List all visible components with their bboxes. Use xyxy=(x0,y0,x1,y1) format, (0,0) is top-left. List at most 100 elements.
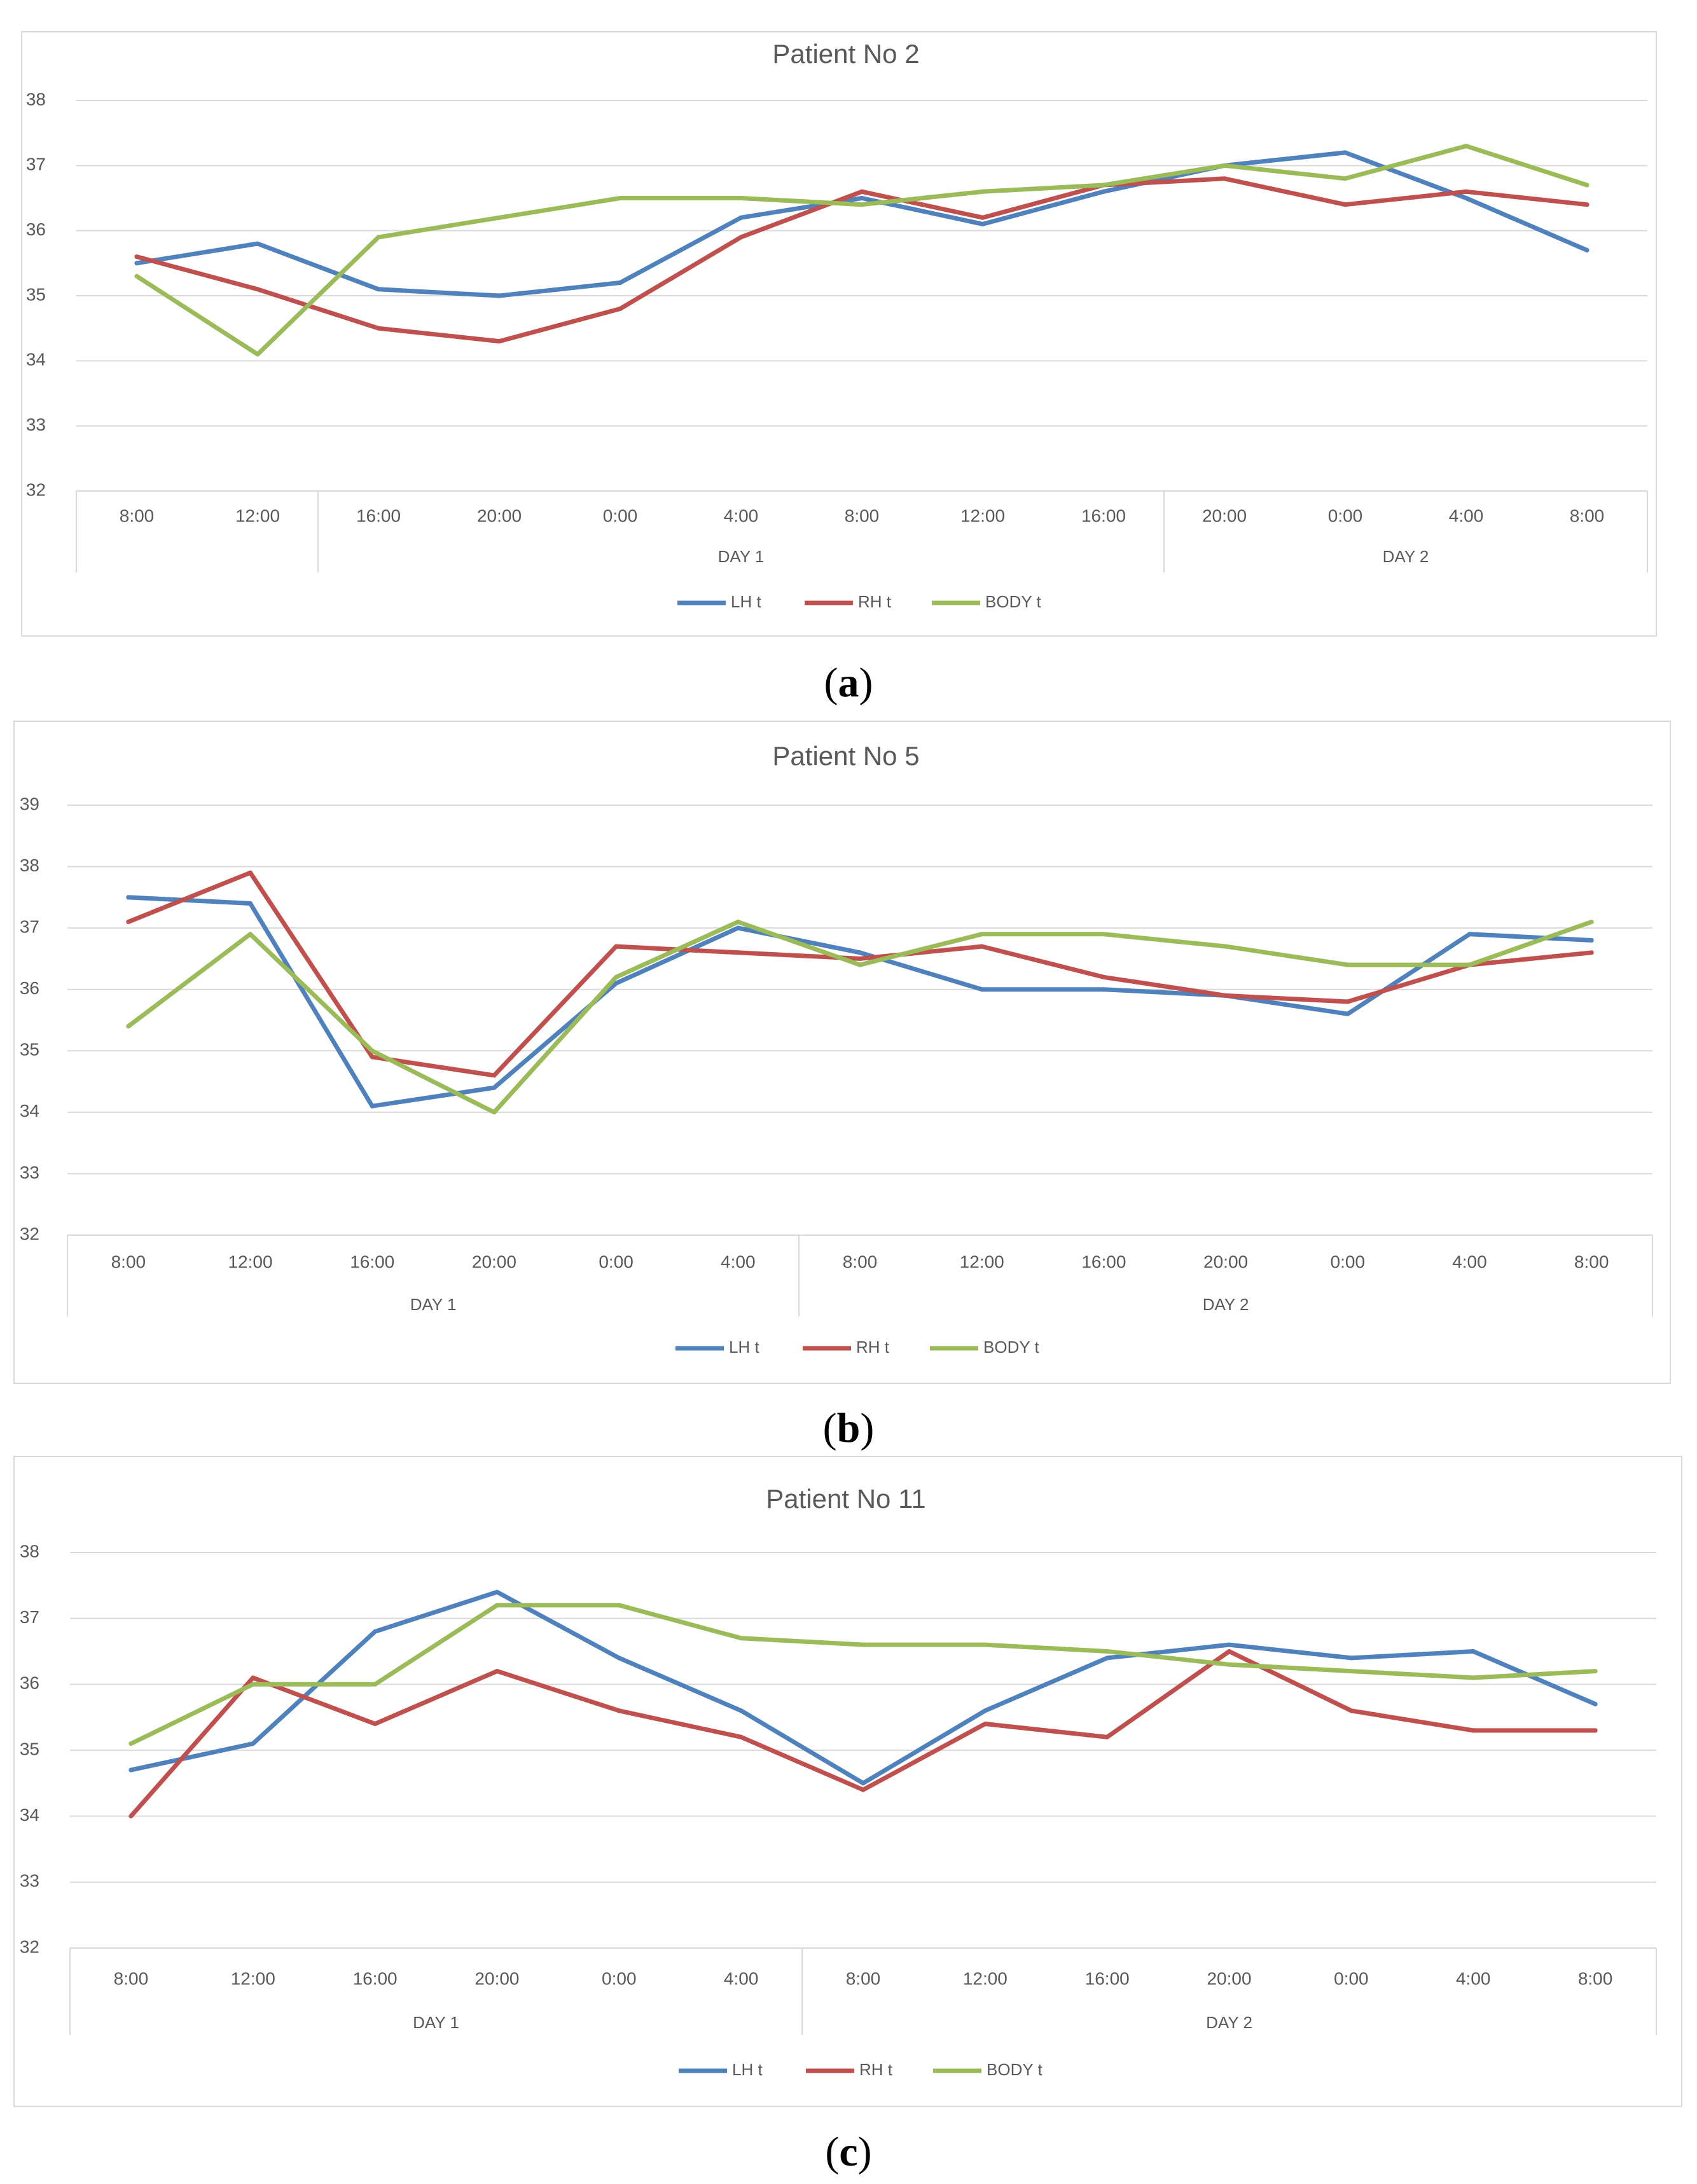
data-point xyxy=(128,1741,134,1746)
y-tick-label: 35 xyxy=(20,1739,39,1759)
data-point xyxy=(1101,189,1106,194)
x-tick-label: 0:00 xyxy=(602,1968,637,1988)
y-tick-label: 32 xyxy=(26,480,46,499)
legend-label: LH t xyxy=(732,2060,763,2079)
data-point xyxy=(251,1682,256,1687)
data-point xyxy=(1223,993,1228,998)
data-point xyxy=(1345,999,1350,1004)
data-point xyxy=(494,1589,499,1594)
data-point xyxy=(370,1103,375,1109)
x-tick-label: 12:00 xyxy=(963,1968,1008,1988)
y-tick-label: 36 xyxy=(20,978,39,998)
y-tick-label: 36 xyxy=(26,219,46,239)
data-point xyxy=(1105,1734,1110,1739)
x-tick-label: 4:00 xyxy=(1452,1252,1487,1271)
data-point xyxy=(618,196,623,200)
data-point xyxy=(373,1682,378,1687)
chart-panel-c: Patient No 11 32 33 34 35 36 37 38 DAY 1 DAY 2 8:0… xyxy=(13,1456,1682,2107)
chart-frame xyxy=(21,31,1657,637)
x-tick-label: 12:00 xyxy=(960,506,1005,525)
legend-label: LH t xyxy=(731,592,761,611)
data-point xyxy=(1348,1669,1354,1674)
data-point xyxy=(614,974,619,979)
data-point xyxy=(255,287,260,292)
x-tick-label: 8:00 xyxy=(845,506,880,525)
data-point xyxy=(1101,932,1106,937)
data-point xyxy=(134,261,139,266)
data-point xyxy=(373,1722,378,1727)
data-point xyxy=(1584,183,1590,188)
data-point xyxy=(1589,937,1594,943)
y-tick-label: 33 xyxy=(20,1871,39,1891)
y-tick-label: 33 xyxy=(26,415,46,434)
data-point xyxy=(494,1669,499,1674)
data-point xyxy=(1467,932,1472,937)
panel-letter: b xyxy=(837,1405,861,1451)
x-tick-label: 20:00 xyxy=(477,506,522,525)
x-tick-label: 8:00 xyxy=(1574,1252,1609,1271)
y-tick-label: 34 xyxy=(20,1101,39,1121)
data-point xyxy=(980,932,985,937)
day-group-label: DAY 1 xyxy=(413,2013,459,2032)
data-point xyxy=(134,254,139,259)
data-point xyxy=(126,919,131,924)
x-tick-label: 8:00 xyxy=(846,1968,881,1988)
data-point xyxy=(1222,163,1227,168)
data-point xyxy=(983,1722,988,1727)
x-tick-label: 0:00 xyxy=(1334,1968,1369,1988)
data-point xyxy=(1464,196,1469,200)
day-group-label: DAY 2 xyxy=(1383,547,1429,566)
legend-label: RH t xyxy=(859,2060,893,2079)
x-tick-label: 16:00 xyxy=(350,1252,394,1271)
data-point xyxy=(1101,974,1106,979)
chart-panel-a: Patient No 2 32 33 34 35 36 37 38 DAY 1 DAY 2 8:00… xyxy=(21,31,1657,637)
data-point xyxy=(255,352,260,357)
x-tick-label: 12:00 xyxy=(960,1252,1004,1271)
data-point xyxy=(980,189,985,194)
legend-label: RH t xyxy=(858,592,892,611)
y-tick-label: 37 xyxy=(20,917,39,937)
data-point xyxy=(1348,1655,1354,1661)
data-point xyxy=(980,221,985,226)
data-point xyxy=(1343,176,1348,181)
data-point xyxy=(1105,1649,1110,1654)
x-tick-label: 12:00 xyxy=(235,506,280,525)
data-point xyxy=(248,870,253,875)
legend-label: BODY t xyxy=(987,2060,1042,2079)
data-point xyxy=(857,962,862,967)
data-point xyxy=(1105,1655,1110,1661)
data-point xyxy=(616,1603,621,1608)
x-tick-label: 20:00 xyxy=(1203,1252,1248,1271)
data-point xyxy=(1471,1728,1476,1733)
data-point xyxy=(1345,1011,1350,1016)
chart-title: Patient No 5 xyxy=(772,741,919,771)
y-tick-label: 39 xyxy=(20,794,39,813)
data-point xyxy=(1464,189,1469,194)
data-point xyxy=(614,981,619,986)
panel-label: (b) xyxy=(823,1405,875,1451)
day-group-label: DAY 2 xyxy=(1203,1295,1249,1314)
data-point xyxy=(1101,987,1106,992)
data-point xyxy=(497,215,502,220)
data-point xyxy=(614,944,619,949)
x-tick-label: 4:00 xyxy=(1449,506,1484,525)
data-point xyxy=(1593,1669,1598,1674)
data-point xyxy=(1471,1675,1476,1680)
y-tick-label: 35 xyxy=(20,1040,39,1060)
y-tick-label: 36 xyxy=(20,1673,39,1693)
data-point xyxy=(738,215,744,220)
data-point xyxy=(861,1787,866,1792)
x-tick-label: 0:00 xyxy=(1328,506,1363,525)
y-tick-label: 38 xyxy=(26,89,46,109)
data-point xyxy=(494,1603,499,1608)
data-point xyxy=(1343,202,1348,207)
y-tick-label: 33 xyxy=(20,1163,39,1182)
x-tick-label: 0:00 xyxy=(603,506,638,525)
x-tick-label: 16:00 xyxy=(1081,1252,1126,1271)
data-point xyxy=(373,1629,378,1634)
legend-label: RH t xyxy=(856,1337,890,1357)
data-point xyxy=(255,241,260,246)
y-tick-label: 32 xyxy=(20,1224,39,1243)
data-point xyxy=(1584,247,1590,252)
y-tick-label: 37 xyxy=(26,155,46,174)
